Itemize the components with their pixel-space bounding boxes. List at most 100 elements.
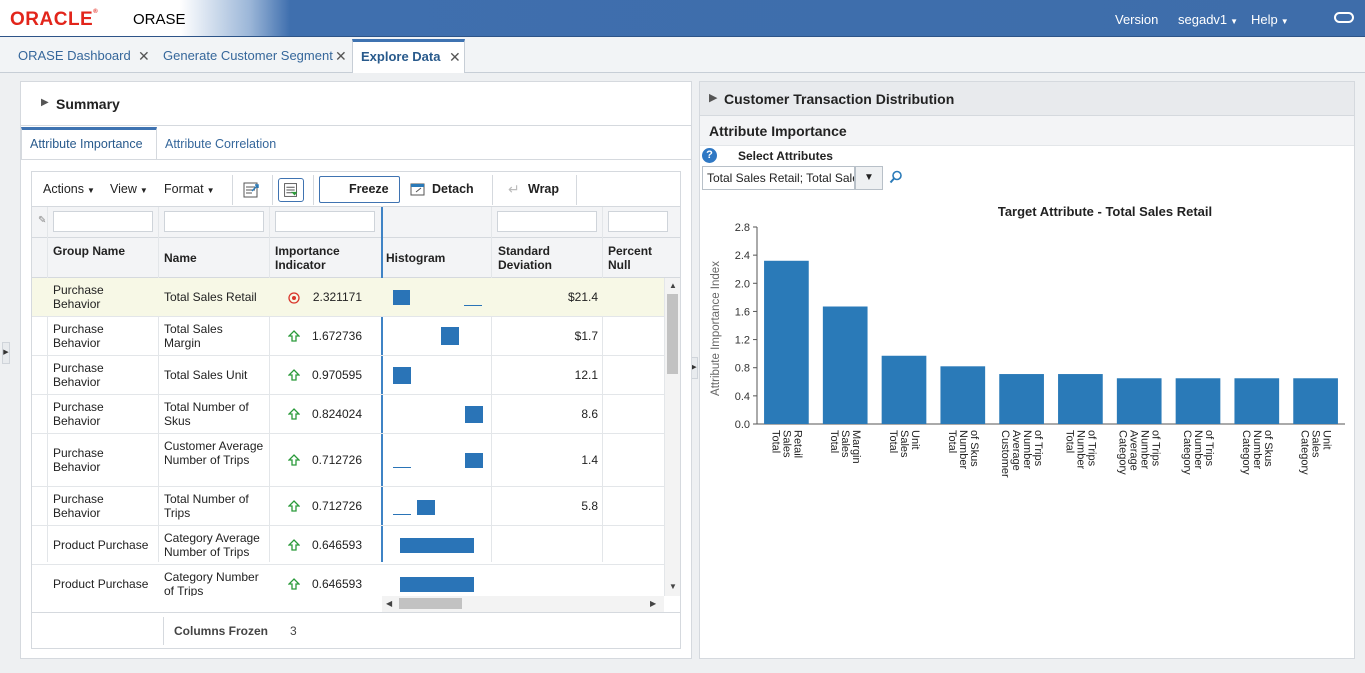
col-header-standard-deviation[interactable]: Standard Deviation bbox=[498, 244, 553, 272]
chevron-down-icon: ▼ bbox=[1230, 17, 1239, 26]
attribute-importance-header: Attribute Importance bbox=[700, 116, 1354, 146]
vertical-scrollbar[interactable]: ▲ ▼ bbox=[664, 278, 680, 596]
y-tick-label: 2.4 bbox=[735, 250, 750, 262]
filter-group-name-input[interactable] bbox=[53, 211, 153, 232]
left-panel: ▶ Summary Attribute Importance Attribute… bbox=[20, 81, 692, 659]
search-icon[interactable] bbox=[889, 170, 903, 184]
detach-icon bbox=[410, 183, 425, 196]
subtab-attribute-correlation[interactable]: Attribute Correlation bbox=[165, 137, 277, 151]
query-by-example-icon[interactable] bbox=[278, 178, 304, 202]
table-row[interactable]: Purchase Behavior Total Number of Skus 0… bbox=[32, 395, 664, 434]
tab-orase-dashboard[interactable]: ORASE Dashboard ✕ bbox=[18, 39, 168, 73]
col-header-group-name[interactable]: Group Name bbox=[53, 244, 126, 258]
filter-row: ✎ bbox=[32, 207, 680, 238]
subtab-divider bbox=[21, 159, 691, 160]
close-icon[interactable]: ✕ bbox=[335, 48, 347, 64]
expand-triangle-icon[interactable]: ▶ bbox=[709, 92, 718, 104]
tab-bar: ORASE Dashboard ✕ Generate Customer Segm… bbox=[0, 37, 1365, 74]
app-name: ORASE bbox=[133, 11, 186, 28]
detach-button[interactable]: Detach bbox=[432, 182, 474, 196]
chevron-down-icon: ▼ bbox=[139, 186, 148, 195]
histogram-bar bbox=[393, 290, 410, 305]
version-link[interactable]: Version bbox=[1115, 12, 1159, 27]
scroll-up-icon[interactable]: ▲ bbox=[669, 281, 677, 290]
scroll-down-icon[interactable]: ▼ bbox=[669, 582, 677, 591]
arrow-up-icon bbox=[288, 539, 300, 551]
columns-frozen-label: Columns Frozen bbox=[174, 624, 269, 638]
format-label: Format bbox=[164, 182, 204, 196]
chevron-down-icon: ▼ bbox=[206, 186, 215, 195]
actions-menu[interactable]: Actions ▼ bbox=[43, 182, 95, 196]
scroll-right-icon[interactable]: ▶ bbox=[650, 599, 657, 608]
app-header: ORACLE® ORASE Version segadv1 ▼ Help ▼ bbox=[0, 0, 1365, 37]
target-icon bbox=[288, 292, 300, 304]
x-tick-label: TotalSalesMargin bbox=[828, 430, 862, 464]
table-row[interactable]: Purchase Behavior Total Number of Trips … bbox=[32, 487, 664, 526]
chevron-down-icon[interactable]: ▼ bbox=[855, 166, 883, 190]
arrow-up-icon bbox=[288, 500, 300, 512]
summary-header[interactable]: ▶ Summary bbox=[21, 82, 691, 126]
col-header-histogram[interactable]: Histogram bbox=[386, 251, 446, 265]
toolbar-separator bbox=[313, 175, 314, 205]
wrap-button[interactable]: Wrap bbox=[528, 182, 560, 196]
cell-importance: 2.321171 bbox=[312, 290, 362, 304]
wrap-icon: ↵ bbox=[508, 181, 520, 197]
cell-group-name: Product Purchase bbox=[53, 577, 149, 591]
arrow-up-icon bbox=[288, 454, 300, 466]
cell-importance: 0.712726 bbox=[311, 453, 362, 467]
cell-name: Total Sales Margin bbox=[164, 322, 223, 350]
user-menu[interactable]: segadv1 ▼ bbox=[1178, 12, 1238, 27]
expand-left-icon[interactable]: ▶ bbox=[2, 342, 10, 364]
chart-title: Target Attribute - Total Sales Retail bbox=[997, 204, 1213, 219]
summary-title: Summary bbox=[56, 96, 120, 112]
clear-filter-icon[interactable]: ✎ bbox=[38, 215, 47, 226]
y-tick-label: 1.6 bbox=[735, 306, 750, 318]
y-axis-label: Attribute Importance Index bbox=[710, 261, 722, 396]
scroll-left-icon[interactable]: ◀ bbox=[386, 599, 393, 608]
cell-group-name: Purchase Behavior bbox=[53, 322, 104, 350]
tab-explore-data[interactable]: Explore Data ✕ bbox=[352, 39, 465, 74]
histogram-bar bbox=[400, 538, 474, 553]
horizontal-scrollbar[interactable]: ◀ ▶ bbox=[382, 596, 664, 612]
table-row[interactable]: Product Purchase Category Average Number… bbox=[32, 526, 664, 565]
column-divider bbox=[602, 207, 603, 562]
cell-std-dev: $1.7 bbox=[574, 329, 598, 343]
table-row[interactable]: Product Purchase Category Number of Trip… bbox=[32, 565, 664, 596]
filter-importance-input[interactable] bbox=[275, 211, 375, 232]
vertical-scroll-thumb[interactable] bbox=[667, 294, 678, 374]
col-header-name[interactable]: Name bbox=[164, 251, 197, 265]
table-row[interactable]: Purchase Behavior Total Sales Margin 1.6… bbox=[32, 317, 664, 356]
col-header-importance-indicator[interactable]: Importance Indicator bbox=[275, 244, 340, 272]
customer-transaction-distribution-header[interactable]: ▶ Customer Transaction Distribution bbox=[700, 82, 1354, 116]
arrow-up-icon bbox=[288, 369, 300, 381]
y-tick-label: 0.8 bbox=[735, 363, 750, 375]
cell-importance: 0.646593 bbox=[311, 538, 362, 552]
export-icon[interactable] bbox=[238, 178, 264, 202]
table-row[interactable]: Purchase Behavior Customer Average Numbe… bbox=[32, 434, 664, 487]
select-attributes-field[interactable]: Total Sales Retail; Total Sales Margin bbox=[702, 166, 855, 190]
cell-name: Total Number of Skus bbox=[164, 400, 249, 428]
format-menu[interactable]: Format ▼ bbox=[164, 182, 215, 196]
accessibility-toggle-icon[interactable] bbox=[1334, 12, 1354, 23]
arrow-up-icon bbox=[288, 330, 300, 342]
table-row[interactable]: Purchase Behavior Total Sales Unit 0.970… bbox=[32, 356, 664, 395]
filter-std-dev-input[interactable] bbox=[497, 211, 597, 232]
histogram-bar bbox=[393, 367, 411, 384]
freeze-button[interactable]: Freeze bbox=[319, 176, 400, 203]
help-menu[interactable]: Help ▼ bbox=[1251, 12, 1289, 27]
view-menu[interactable]: View ▼ bbox=[110, 182, 148, 196]
column-divider bbox=[158, 207, 159, 562]
close-icon[interactable]: ✕ bbox=[449, 49, 461, 65]
toolbar-separator bbox=[492, 175, 493, 205]
expand-triangle-icon[interactable]: ▶ bbox=[41, 97, 49, 108]
close-icon[interactable]: ✕ bbox=[138, 48, 150, 64]
table-row[interactable]: Purchase Behavior Total Sales Retail 2.3… bbox=[32, 278, 664, 317]
filter-name-input[interactable] bbox=[164, 211, 264, 232]
filter-pct-null-input[interactable] bbox=[608, 211, 668, 232]
x-tick-label: CategorySalesUnit bbox=[1299, 430, 1333, 475]
subtab-attribute-importance[interactable]: Attribute Importance bbox=[21, 127, 157, 159]
horizontal-scroll-thumb[interactable] bbox=[399, 598, 462, 609]
tab-generate-customer-segment[interactable]: Generate Customer Segment ✕ bbox=[163, 39, 353, 73]
help-icon[interactable]: ? bbox=[702, 148, 717, 163]
col-header-percent-null[interactable]: Percent Null bbox=[608, 244, 653, 272]
